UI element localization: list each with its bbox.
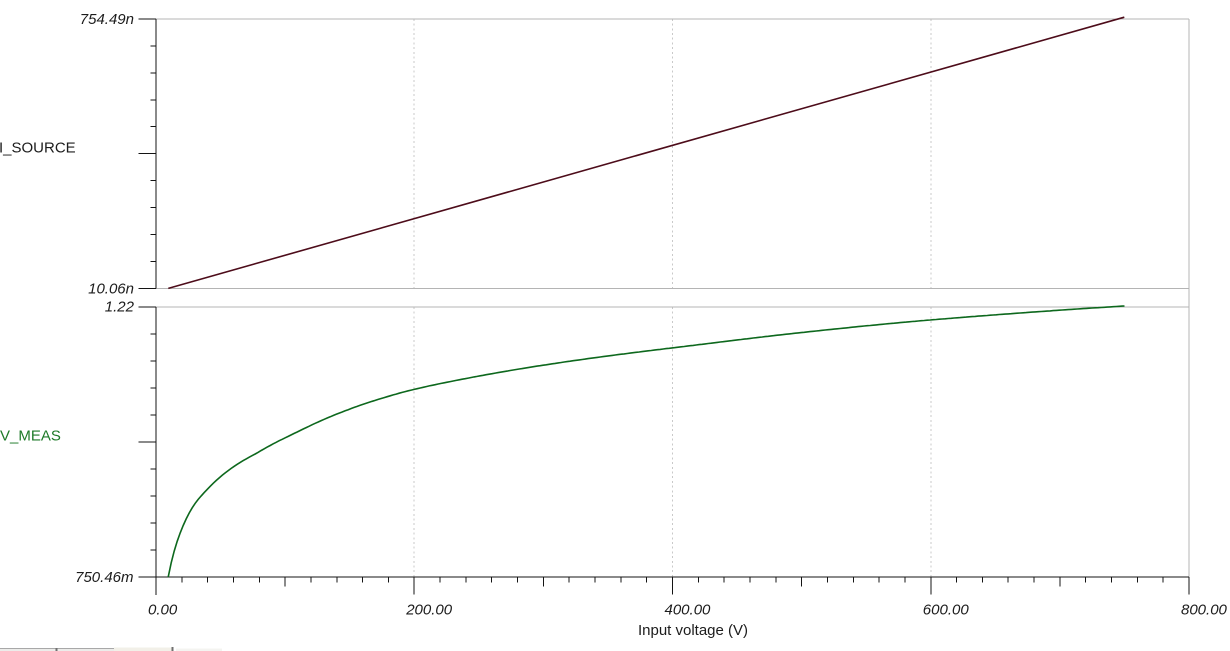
- svg-text:200.00: 200.00: [405, 602, 453, 619]
- svg-text:0.00: 0.00: [148, 602, 178, 619]
- svg-text:V_MEAS: V_MEAS: [0, 428, 61, 445]
- svg-text:1.22: 1.22: [105, 299, 135, 316]
- svg-text:750.46m: 750.46m: [75, 569, 133, 586]
- svg-text:600.00: 600.00: [923, 602, 970, 619]
- svg-text:800.00: 800.00: [1181, 602, 1228, 619]
- svg-text:I_SOURCE: I_SOURCE: [0, 140, 76, 157]
- svg-text:754.49n: 754.49n: [80, 11, 134, 28]
- svg-text:10.06n: 10.06n: [88, 280, 134, 297]
- svg-text:Input voltage (V): Input voltage (V): [638, 622, 748, 639]
- svg-text:400.00: 400.00: [665, 602, 712, 619]
